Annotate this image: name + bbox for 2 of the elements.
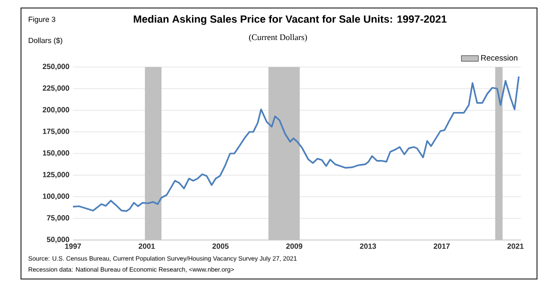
chart-subtitle: (Current Dollars) [249,34,307,42]
chart-title: Median Asking Sales Price for Vacant for Sale Units: 1997-2021 [134,15,447,25]
